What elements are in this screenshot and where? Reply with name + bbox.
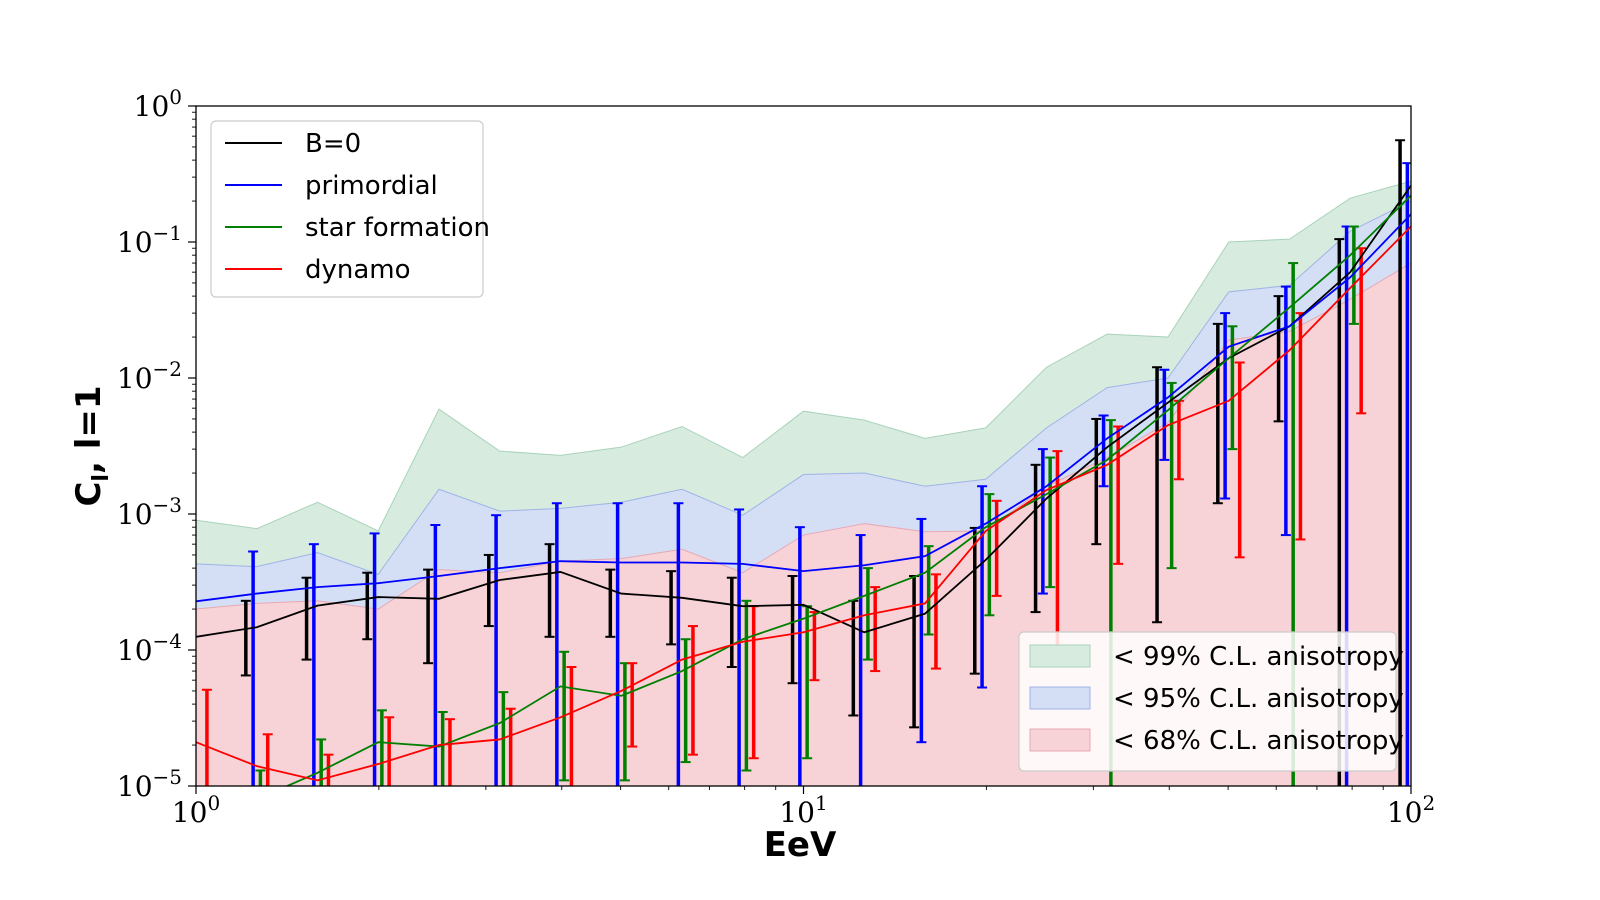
errorbar-primordial (491, 514, 502, 786)
legend-lines-box (210, 120, 484, 298)
errorbar-star-formation (376, 709, 387, 786)
y-tick-label: 100 (134, 85, 182, 123)
legend-swatch-68 (1029, 728, 1091, 752)
legend-bands: < 99% C.L. anisotropy < 95% C.L. anisotr… (1018, 631, 1404, 772)
legend-swatch-99 (1029, 644, 1091, 668)
errorbar-star-formation (255, 769, 266, 786)
legend-label-99: < 99% C.L. anisotropy (1113, 642, 1404, 672)
y-tick-label: 10−4 (117, 629, 182, 667)
errorbar-dynamo (687, 625, 698, 756)
errorbar-b-0 (423, 568, 434, 665)
y-axis-label: Cl, l=1 (69, 385, 114, 506)
y-label-rest: , l=1 (69, 385, 109, 474)
errorbar-star-formation (316, 738, 327, 786)
errorbar-b-0 (483, 553, 494, 628)
errorbar-b-0 (1395, 139, 1406, 786)
errorbar-primordial (248, 550, 259, 786)
series-line-primordial (196, 213, 1411, 603)
errorbar-primordial (734, 508, 745, 786)
errorbar-primordial (551, 502, 562, 786)
errorbar-dynamo (1113, 425, 1124, 565)
series-lines (196, 185, 1411, 786)
errorbar-primordial (1220, 312, 1231, 500)
errorbar-dynamo (201, 688, 212, 786)
errorbar-primordial (612, 502, 623, 786)
series-line-dynamo (196, 225, 1411, 782)
legend-label-b0: B=0 (305, 129, 361, 159)
x-tick-label: 101 (779, 791, 827, 829)
errorbar-dynamo (444, 718, 455, 786)
errorbar-dynamo (262, 733, 273, 786)
errorbar-dynamo (627, 662, 638, 748)
errorbar-b-0 (544, 543, 555, 638)
y-tick-label: 10−2 (117, 357, 182, 395)
errorbar-b-0 (240, 599, 251, 677)
errorbar-primordial (308, 543, 319, 786)
errorbar-b-0 (605, 568, 616, 638)
errorbar-b-0 (666, 570, 677, 646)
errorbar-primordial (673, 502, 684, 786)
legend-bands-box (1018, 631, 1397, 772)
errorbar-b-0 (1091, 417, 1102, 546)
errorbar-b-0 (726, 576, 737, 668)
svg-text:Cl, l=1: Cl, l=1 (69, 385, 114, 506)
errorbar-dynamo (1234, 361, 1245, 559)
errorbar-dynamo (384, 716, 395, 786)
errorbar-primordial (430, 524, 441, 786)
y-tick-label: 10−5 (117, 765, 182, 803)
errorbar-b-0 (787, 575, 798, 685)
errorbar-star-formation (1227, 325, 1238, 451)
errorbar-b-0 (1212, 322, 1223, 505)
y-tick-label: 10−1 (117, 221, 182, 259)
errorbar-primordial (1159, 368, 1170, 461)
errorbar-star-formation (984, 493, 995, 617)
axis-ticks: 100 101 102 10−5 10−4 10−3 10−2 10−1 100 (117, 85, 1435, 829)
errorbar-star-formation (1348, 225, 1359, 325)
errorbar-dynamo (505, 707, 516, 786)
x-tick-label: 100 (172, 791, 220, 829)
errorbar-b-0 (301, 576, 312, 661)
errorbar-primordial (855, 534, 866, 786)
errorbar-star-formation (437, 711, 448, 786)
errorbar-primordial (977, 485, 988, 689)
errorbar-star-formation (741, 599, 752, 772)
legend-label-68: < 68% C.L. anisotropy (1113, 726, 1404, 756)
errorbar-star-formation (680, 638, 691, 764)
errorbar-star-formation (498, 691, 509, 786)
series-line-star-formation (284, 194, 1411, 786)
legend-lines: B=0 primordial star formation dynamo (210, 120, 490, 298)
errorbar-star-formation (1045, 456, 1056, 589)
legend-label-primordial: primordial (305, 171, 438, 201)
y-tick-label: 10−3 (117, 493, 182, 531)
errorbar-primordial (1037, 448, 1048, 595)
series-line-b-0 (196, 185, 1411, 638)
x-tick-label: 102 (1387, 791, 1435, 829)
errorbar-dynamo (323, 753, 334, 786)
errorbar-star-formation (1166, 381, 1177, 570)
y-label-sub: l (89, 474, 114, 482)
errorbar-dynamo (566, 665, 577, 786)
legend-swatch-95 (1029, 686, 1091, 710)
legend-label-dynamo: dynamo (305, 255, 411, 285)
x-axis-label: EeV (764, 825, 837, 865)
errorbar-dynamo (1417, 160, 1427, 786)
legend-label-star-formation: star formation (305, 213, 490, 243)
y-label-main: C (69, 482, 109, 507)
legend-label-95: < 95% C.L. anisotropy (1113, 684, 1404, 714)
errorbar-b-0 (1030, 463, 1041, 614)
errorbar-star-formation (923, 545, 934, 636)
